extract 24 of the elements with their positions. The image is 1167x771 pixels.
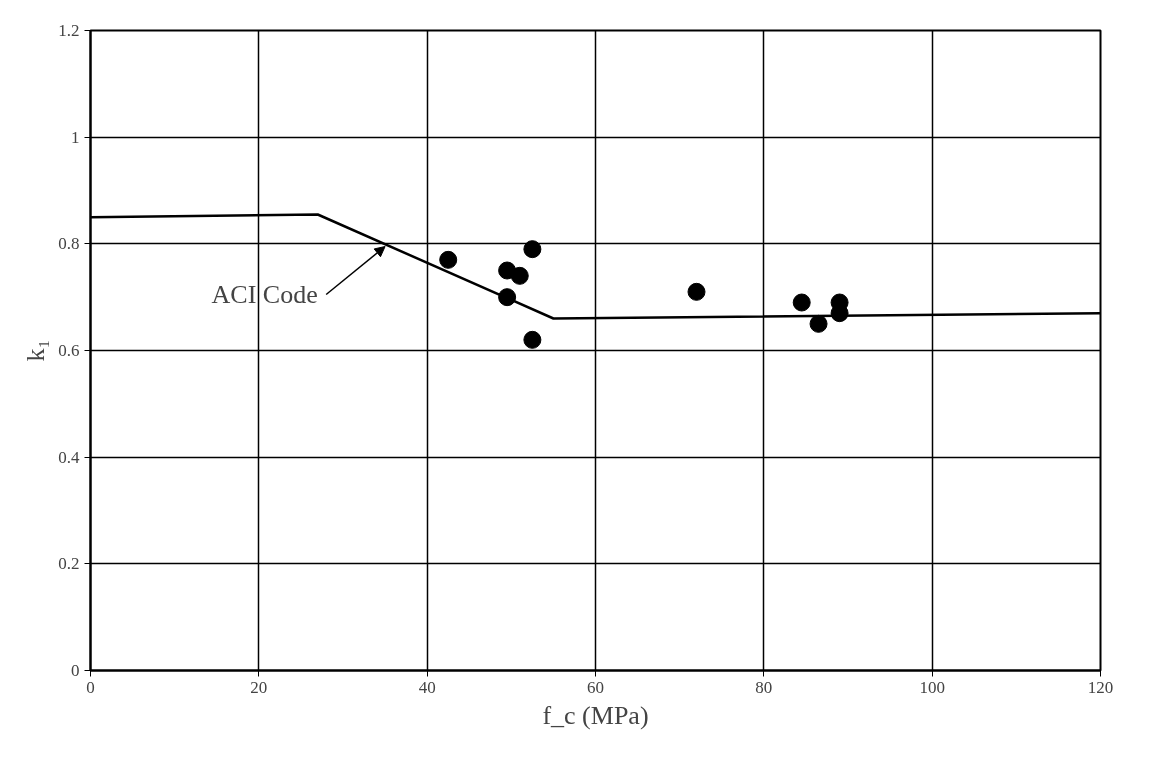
point bbox=[523, 330, 542, 349]
point bbox=[439, 250, 458, 269]
x-tick-label: 100 bbox=[919, 677, 945, 697]
x-tick-label: 120 bbox=[1087, 677, 1114, 697]
x-tick-label: 80 bbox=[755, 677, 773, 697]
x-tick-label: 40 bbox=[418, 677, 436, 697]
point bbox=[792, 293, 811, 312]
point bbox=[510, 266, 529, 285]
x-axis-title: f_c (MPa) bbox=[542, 700, 649, 730]
x-tick-label: 20 bbox=[250, 677, 268, 697]
y-tick-label: 0 bbox=[71, 661, 80, 680]
point bbox=[523, 240, 542, 259]
y-axis-title: k₁ bbox=[21, 339, 51, 362]
y-tick-label: 1.2 bbox=[58, 21, 80, 40]
y-tick-label: 1 bbox=[71, 127, 80, 147]
y-tick-label: 0.4 bbox=[58, 447, 80, 467]
y-tick-label: 0.8 bbox=[58, 234, 80, 254]
point bbox=[809, 314, 828, 333]
annotation: ACI Code bbox=[211, 280, 318, 309]
point bbox=[687, 282, 706, 301]
y-tick-label: 0.2 bbox=[58, 554, 80, 574]
y-tick-label: 0.6 bbox=[58, 341, 80, 360]
x-tick-label: 0 bbox=[86, 677, 95, 697]
x-tick-label: 60 bbox=[587, 677, 604, 697]
